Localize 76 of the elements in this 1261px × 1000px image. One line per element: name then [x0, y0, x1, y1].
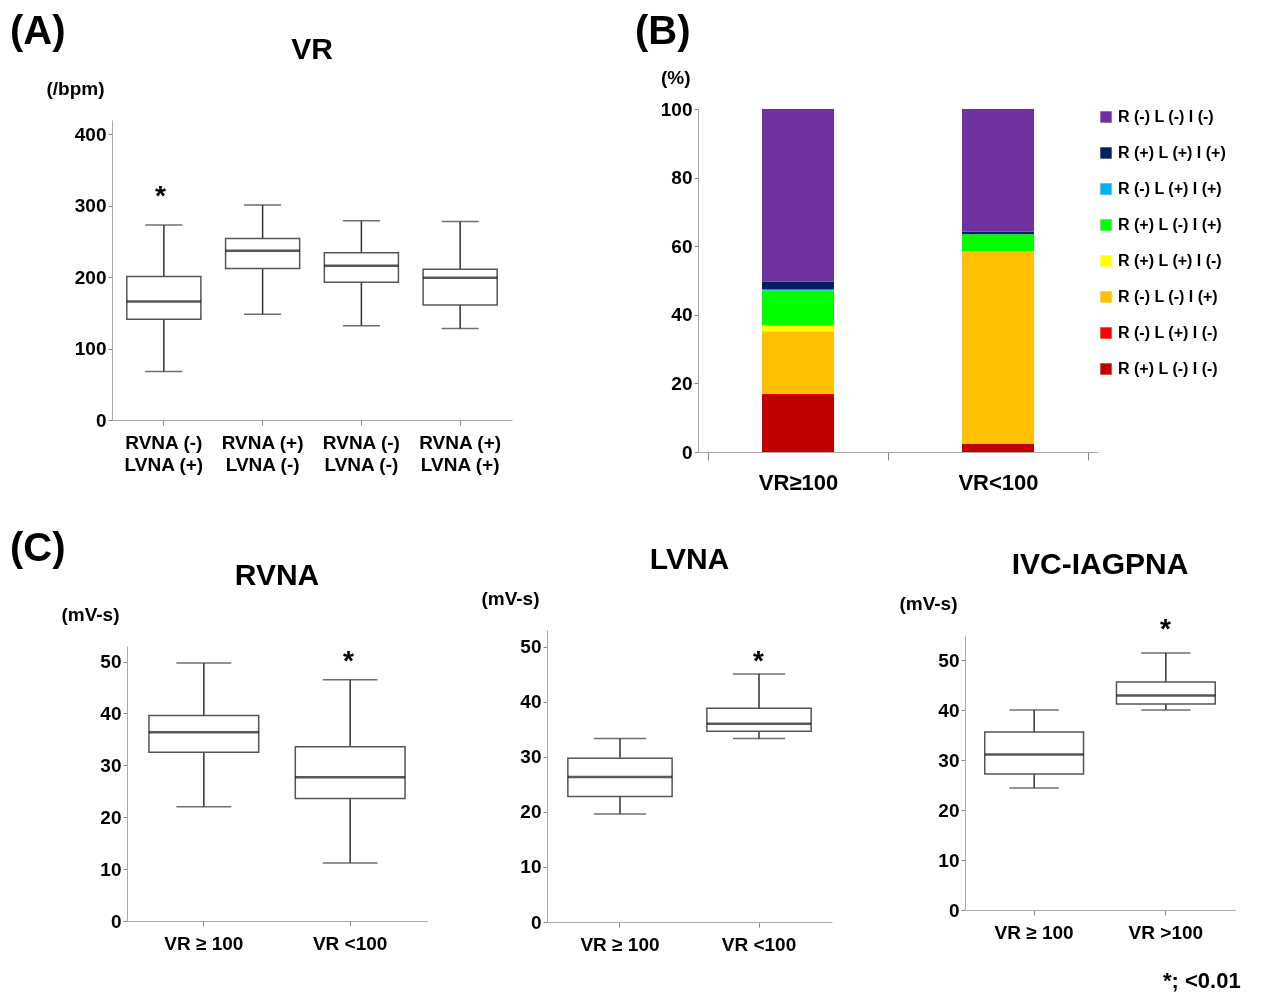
bar [762, 109, 834, 282]
y-tick-label: 30 [100, 754, 122, 776]
bar [762, 395, 834, 452]
bar [962, 251, 1034, 444]
text: (B) [635, 8, 691, 53]
legend-label: R (+) L (-) I (+) [1118, 216, 1222, 233]
bar [962, 234, 1034, 252]
legend-label: R (+) L (+) I (+) [1118, 144, 1226, 161]
y-tick-label: 50 [100, 651, 122, 673]
x-tick-label: VR <100 [721, 933, 797, 955]
bar [962, 443, 1034, 452]
x-tick-label: VR ≥ 100 [580, 933, 660, 955]
chart-title: RVNA [234, 558, 320, 591]
y-tick-label: 40 [671, 304, 693, 326]
y-tick-label: 40 [938, 699, 960, 721]
y-axis-title: (%) [660, 66, 691, 88]
y-tick-label: 300 [74, 195, 107, 217]
y-tick-label: 0 [948, 899, 960, 921]
y-axis-title: (mV-s) [61, 603, 120, 625]
text: (A) [10, 8, 66, 53]
bar [762, 325, 834, 332]
y-tick-label: 10 [520, 856, 542, 878]
y-tick-label: 100 [660, 98, 693, 120]
x-tick-label: RVNA (-) LVNA (-) [322, 431, 400, 475]
annotation: * [1160, 613, 1171, 645]
y-tick-label: 40 [520, 691, 542, 713]
y-tick-label: 0 [530, 911, 542, 933]
x-tick-label: VR ≥ 100 [164, 932, 244, 954]
y-tick-label: 50 [520, 636, 542, 658]
x-tick-label: VR >100 [1128, 921, 1204, 943]
y-tick-label: 0 [681, 441, 693, 463]
legend-label: R (+) L (-) I (-) [1118, 360, 1218, 377]
chart-title: VR [291, 32, 334, 65]
legend-label: R (+) L (+) I (-) [1118, 252, 1222, 269]
x-tick-label: RVNA (-) LVNA (+) [124, 431, 204, 475]
legend-label: R (-) L (+) I (+) [1118, 180, 1222, 197]
y-tick-label: 20 [520, 801, 542, 823]
y-tick-label: 0 [110, 910, 122, 932]
y-tick-label: 20 [938, 799, 960, 821]
chart-title: IVC-IAGPNA [1011, 547, 1189, 580]
y-tick-label: 30 [520, 746, 542, 768]
y-tick-label: 30 [938, 749, 960, 771]
y-tick-label: 400 [74, 123, 107, 145]
bar [962, 109, 1034, 232]
y-tick-label: 40 [100, 702, 122, 724]
annotation: * [753, 645, 764, 677]
x-tick-label: RVNA (+) LVNA (+) [419, 431, 502, 475]
y-tick-label: 10 [100, 858, 122, 880]
y-tick-label: 0 [95, 409, 107, 431]
bar [762, 331, 834, 394]
bar [962, 231, 1034, 235]
y-tick-label: 80 [671, 167, 693, 189]
y-axis-title: (mV-s) [899, 592, 958, 614]
y-tick-label: 10 [938, 849, 960, 871]
text: *; <0.01 [1163, 968, 1241, 994]
x-tick-label: VR<100 [958, 469, 1039, 495]
x-tick-label: VR≥100 [758, 469, 839, 495]
text: (C) [10, 525, 66, 570]
y-tick-label: 20 [100, 806, 122, 828]
legend-label: R (-) L (-) I (+) [1118, 288, 1218, 305]
y-tick-label: 200 [74, 266, 107, 288]
x-tick-label: VR <100 [312, 932, 388, 954]
x-tick-label: VR ≥ 100 [994, 921, 1074, 943]
legend-label: R (-) L (-) I (-) [1118, 108, 1214, 125]
y-tick-label: 100 [74, 338, 107, 360]
y-axis-title: (mV-s) [481, 587, 540, 609]
y-axis-title: (/bpm) [46, 77, 105, 99]
y-tick-label: 60 [671, 235, 693, 257]
bar [762, 290, 834, 326]
x-tick-label: RVNA (+) LVNA (-) [221, 431, 304, 475]
y-tick-label: 50 [938, 649, 960, 671]
annotation: * [155, 180, 166, 212]
annotation: * [343, 645, 354, 677]
y-tick-label: 20 [671, 372, 693, 394]
legend-label: R (-) L (+) I (-) [1118, 324, 1218, 341]
chart-title: LVNA [649, 542, 730, 575]
